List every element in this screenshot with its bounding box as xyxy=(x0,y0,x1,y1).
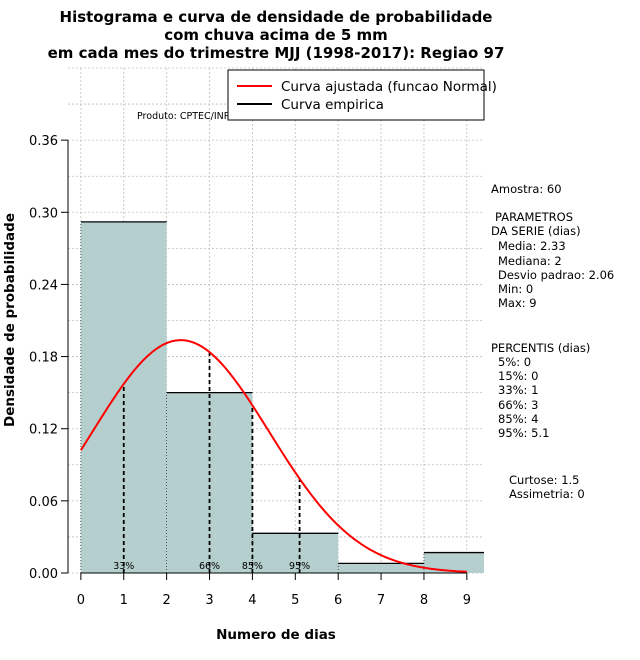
y-tick-label-5: 0.30 xyxy=(29,206,58,221)
y-tick-label-6: 0.36 xyxy=(29,134,58,149)
pct-5: 5%: 0 xyxy=(498,355,532,369)
histogram-bar-3 xyxy=(252,533,339,573)
y-tick-label-1: 0.06 xyxy=(29,495,58,510)
param-media: Media: 2.33 xyxy=(498,239,566,253)
legend: Curva ajustada (funcao Normal) Curva empi… xyxy=(227,69,497,121)
x-tick-label-1: 1 xyxy=(120,593,128,608)
y-tick-label-3: 0.18 xyxy=(29,351,58,366)
chart-title: Histograma e curva de densidade de proba… xyxy=(48,8,505,62)
x-tick-label-3: 3 xyxy=(205,593,213,608)
x-tick-label-0: 0 xyxy=(77,593,85,608)
percentile-lines: 33% 66% 85% 95% xyxy=(113,352,310,573)
x-tick-label-2: 2 xyxy=(162,593,170,608)
percentile-label-3: 95% xyxy=(289,561,310,572)
x-tick-label-4: 4 xyxy=(248,593,256,608)
legend-box xyxy=(227,69,485,121)
pct-33: 33%: 1 xyxy=(498,383,539,397)
histogram-bar-4 xyxy=(338,563,424,573)
param-mediana: Mediana: 2 xyxy=(498,254,562,268)
normal-curve xyxy=(80,339,467,573)
x-axis-title: Numero de dias xyxy=(216,627,336,643)
title-line-3: em cada mes do trimestre MJJ (1998-2017)… xyxy=(48,44,505,62)
histogram-bar-5 xyxy=(423,552,484,573)
assimetria: Assimetria: 0 xyxy=(509,487,585,501)
y-tick-label-2: 0.12 xyxy=(29,423,58,438)
x-tick-label-6: 6 xyxy=(334,593,342,608)
parametros-title-1: PARAMETROS xyxy=(495,210,574,224)
histogram-bar-2 xyxy=(166,392,253,573)
x-tick-label-8: 8 xyxy=(420,593,428,608)
x-tick-label-5: 5 xyxy=(291,593,299,608)
percentile-label-0: 33% xyxy=(113,561,134,572)
param-max: Max: 9 xyxy=(498,296,537,310)
legend-label-1: Curva empirica xyxy=(281,97,384,113)
pct-85: 85%: 4 xyxy=(498,412,539,426)
product-label: Produto: CPTEC/INPE xyxy=(137,111,236,122)
param-desvio: Desvio padrao: 2.06 xyxy=(498,268,615,282)
parametros-title-2: DA SERIE (dias) xyxy=(491,224,581,238)
x-tick-label-9: 9 xyxy=(463,593,471,608)
percentis-title: PERCENTIS (dias) xyxy=(491,341,591,355)
y-tick-label-4: 0.24 xyxy=(29,278,58,293)
pct-66: 66%: 3 xyxy=(498,398,539,412)
x-tick-label-7: 7 xyxy=(377,593,385,608)
pct-95: 95%: 5.1 xyxy=(498,426,550,440)
y-axis-title: Densidade de probabilidade xyxy=(2,213,18,427)
curtose: Curtose: 1.5 xyxy=(509,473,580,487)
legend-label-0: Curva ajustada (funcao Normal) xyxy=(281,79,497,95)
normal-curve-path xyxy=(80,339,467,573)
param-min: Min: 0 xyxy=(498,282,534,296)
title-line-2: com chuva acima de 5 mm xyxy=(164,26,388,44)
sample-size: Amostra: 60 xyxy=(491,182,562,196)
title-line-1: Histograma e curva de densidade de proba… xyxy=(60,8,493,26)
pct-15: 15%: 0 xyxy=(498,369,539,383)
y-tick-label-0: 0.00 xyxy=(29,567,58,582)
percentile-label-1: 66% xyxy=(199,561,220,572)
axes: 0 1 2 3 4 5 6 7 8 9 0.00 0.06 0.12 0.18 0.24 0.30 0.36 Nu… xyxy=(2,134,471,643)
percentile-label-2: 85% xyxy=(242,561,263,572)
